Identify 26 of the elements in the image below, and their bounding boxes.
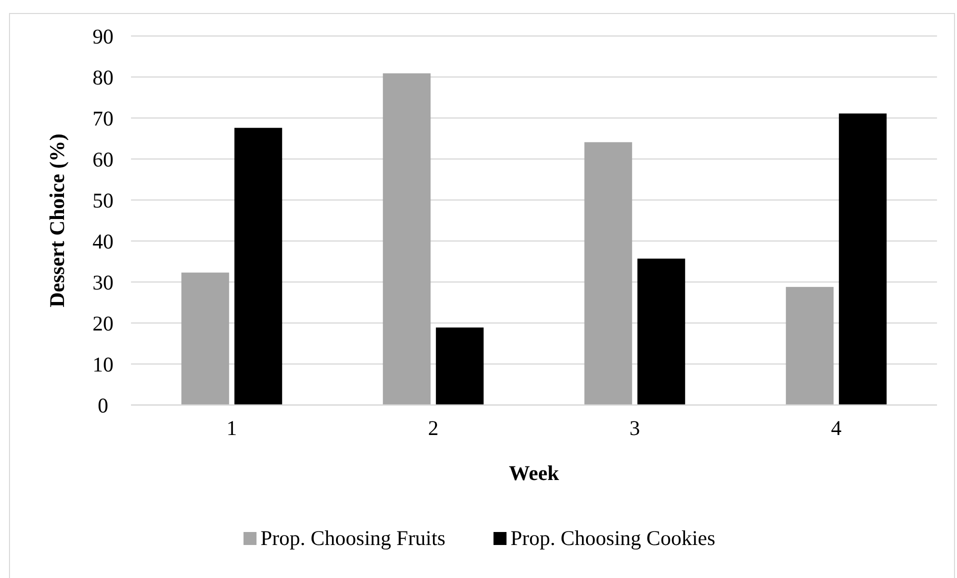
legend-label: Prop. Choosing Fruits xyxy=(260,526,446,550)
y-tick-label: 10 xyxy=(92,352,114,376)
bar xyxy=(637,258,686,405)
legend-label: Prop. Choosing Cookies xyxy=(510,526,716,550)
bar xyxy=(436,328,484,405)
y-tick-label: 70 xyxy=(92,106,114,130)
bar xyxy=(786,286,834,405)
y-axis-title: Dessert Choice (%) xyxy=(45,134,69,308)
x-tick-label: 4 xyxy=(831,416,842,440)
y-tick-label: 80 xyxy=(92,65,114,90)
x-tick-label: 2 xyxy=(428,416,438,440)
bar xyxy=(838,113,887,405)
y-tick-label: 20 xyxy=(92,311,114,336)
x-tick-label: 1 xyxy=(226,416,237,440)
x-tick-label: 3 xyxy=(630,416,640,440)
bar xyxy=(584,142,632,405)
y-tick-label: 90 xyxy=(92,24,114,48)
y-tick-label: 0 xyxy=(98,393,108,418)
bar xyxy=(234,128,282,405)
y-tick-label: 60 xyxy=(92,147,114,172)
y-tick-label: 40 xyxy=(92,229,114,254)
bar xyxy=(181,272,230,405)
bar xyxy=(382,73,431,405)
y-tick-label: 30 xyxy=(92,270,114,294)
y-tick-label: 50 xyxy=(92,188,114,212)
x-axis-title: Week xyxy=(508,461,560,485)
